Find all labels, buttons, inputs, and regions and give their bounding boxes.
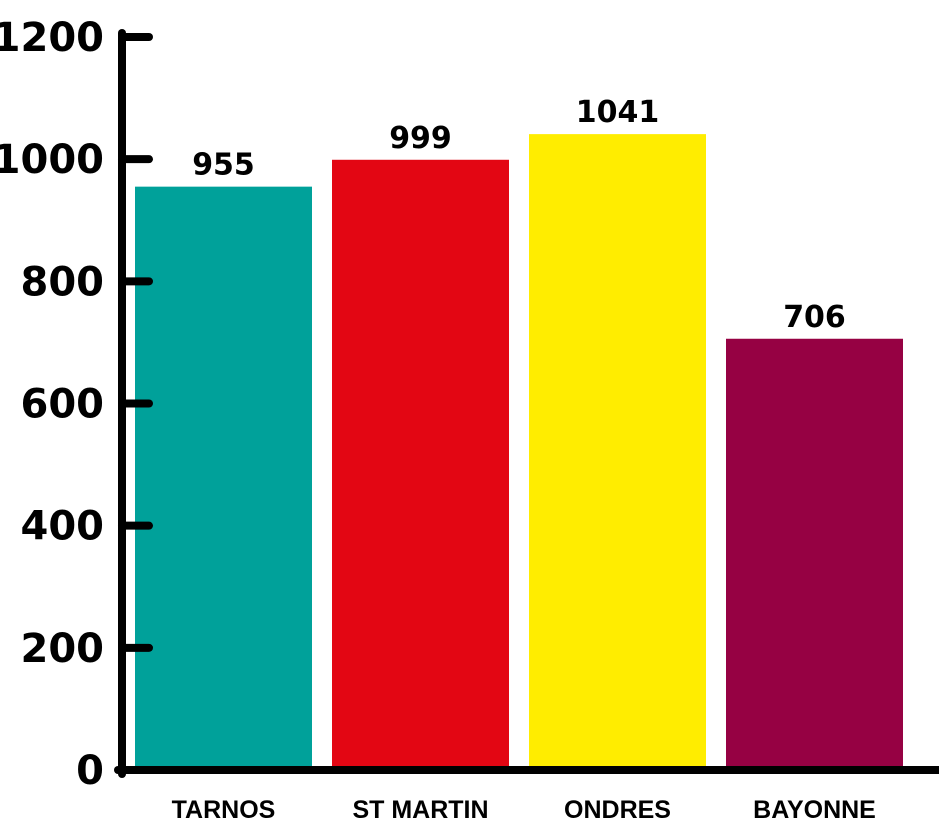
category-labels-group: TARNOS ST MARTIN ONDRES BAYONNE (172, 796, 876, 824)
y-ticks-group: 0 200 400 600 800 1000 1200 (0, 15, 153, 794)
bar-tarnos (135, 186, 312, 770)
y-tick-label-400: 400 (21, 504, 105, 550)
category-label-bayonne: BAYONNE (753, 796, 876, 824)
y-tick-label-1200: 1200 (0, 15, 104, 61)
category-label-st-martin: ST MARTIN (352, 796, 488, 824)
value-label-st-martin: 999 (389, 121, 452, 156)
y-tick-label-600: 600 (21, 382, 105, 428)
value-label-tarnos: 955 (192, 148, 255, 183)
bar-ondres (529, 134, 706, 770)
category-label-ondres: ONDRES (564, 796, 671, 824)
bar-st-martin (332, 159, 509, 771)
bars-group (135, 134, 903, 771)
y-tick-label-800: 800 (21, 259, 105, 305)
y-tick-label-1000: 1000 (0, 137, 104, 183)
y-tick-label-0: 0 (76, 748, 104, 794)
value-label-ondres: 1041 (576, 95, 660, 130)
y-tick-label-200: 200 (21, 626, 105, 672)
value-label-bayonne: 706 (783, 300, 846, 335)
bar-bayonne (726, 338, 903, 770)
value-labels-group: 955 999 1041 706 (192, 95, 846, 335)
category-label-tarnos: TARNOS (172, 796, 276, 824)
